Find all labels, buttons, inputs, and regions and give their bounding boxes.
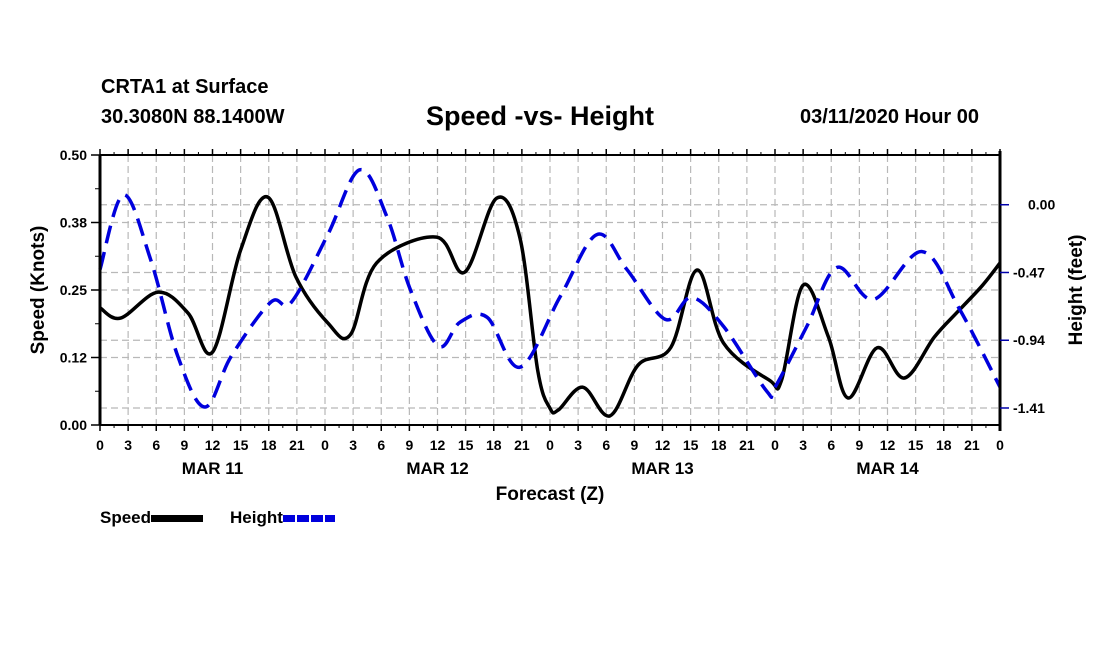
x-tick-label: 12: [205, 437, 221, 453]
day-label: MAR 11: [182, 459, 243, 478]
legend-label-speed: Speed: [100, 508, 152, 527]
x-tick-label: 3: [124, 437, 132, 453]
x-tick-label: 6: [602, 437, 610, 453]
x-tick-label: 0: [771, 437, 779, 453]
x-tick-label: 9: [855, 437, 863, 453]
x-tick-label: 0: [546, 437, 554, 453]
x-tick-label: 21: [964, 437, 980, 453]
y-tick-label: 0.12: [60, 350, 87, 366]
x-tick-label: 0: [96, 437, 104, 453]
y2-tick-label: -1.41: [1013, 400, 1045, 416]
run-time-label: 03/11/2020 Hour 00: [800, 106, 980, 128]
y-axis-title: Speed (Knots): [28, 226, 49, 355]
x-tick-label: 6: [827, 437, 835, 453]
x-tick-label: 6: [377, 437, 385, 453]
grid: [99, 154, 1001, 426]
day-label: MAR 13: [631, 459, 693, 478]
x-tick-label: 21: [289, 437, 305, 453]
y-tick-label: 0.38: [60, 215, 87, 231]
legend-swatch-height: [282, 514, 335, 522]
x-tick-label: 18: [486, 437, 502, 453]
x-tick-label: 12: [655, 437, 671, 453]
x-tick-label: 15: [458, 437, 474, 453]
x-tick-label: 12: [430, 437, 446, 453]
legend-swatch-speed: [151, 514, 204, 522]
x-tick-label: 15: [233, 437, 249, 453]
y-tick-label: 0.50: [60, 147, 87, 163]
x-tick-label: 6: [152, 437, 160, 453]
series-layer: [98, 168, 1002, 418]
series-line-height: [98, 168, 1002, 409]
coordinates-label: 30.3080N 88.1400W: [101, 106, 285, 128]
x-tick-label: 3: [574, 437, 582, 453]
y-tick-label: 0.00: [60, 417, 87, 433]
y2-axis-title: Height (feet): [1066, 235, 1087, 346]
day-label: MAR 12: [406, 459, 468, 478]
y2-tick-label: -0.94: [1013, 332, 1045, 348]
ticks: [91, 149, 1009, 431]
x-axis-title: Forecast (Z): [496, 484, 605, 505]
x-tick-label: 0: [321, 437, 329, 453]
y2-tick-label: -0.47: [1013, 264, 1045, 280]
legend-item-speed: Speed: [100, 508, 204, 528]
x-tick-label: 21: [739, 437, 755, 453]
x-tick-label: 15: [908, 437, 924, 453]
axis-labels: 0 3 6 9 12 15 18 21 0 3 6 9 12 15 18 21 0 3 6 9 12 15 18 21 0 3 6 9…: [28, 147, 1087, 505]
day-label: MAR 14: [856, 459, 919, 478]
series-line-speed: [98, 195, 1002, 418]
x-tick-label: 15: [683, 437, 699, 453]
x-tick-label: 18: [936, 437, 952, 453]
chart-title: Speed -vs- Height: [426, 101, 655, 131]
legend-item-height: Height: [230, 508, 335, 528]
x-tick-label: 12: [880, 437, 896, 453]
station-label: CRTA1 at Surface: [101, 76, 269, 98]
legend-label-height: Height: [230, 508, 283, 527]
x-tick-label: 0: [996, 437, 1004, 453]
x-tick-label: 3: [799, 437, 807, 453]
y-tick-label: 0.25: [60, 282, 87, 298]
x-tick-label: 18: [261, 437, 277, 453]
x-tick-label: 18: [711, 437, 727, 453]
x-tick-label: 21: [514, 437, 530, 453]
x-tick-label: 9: [630, 437, 638, 453]
x-tick-label: 9: [405, 437, 413, 453]
y2-tick-label: 0.00: [1028, 197, 1055, 213]
x-tick-label: 9: [180, 437, 188, 453]
x-tick-label: 3: [349, 437, 357, 453]
